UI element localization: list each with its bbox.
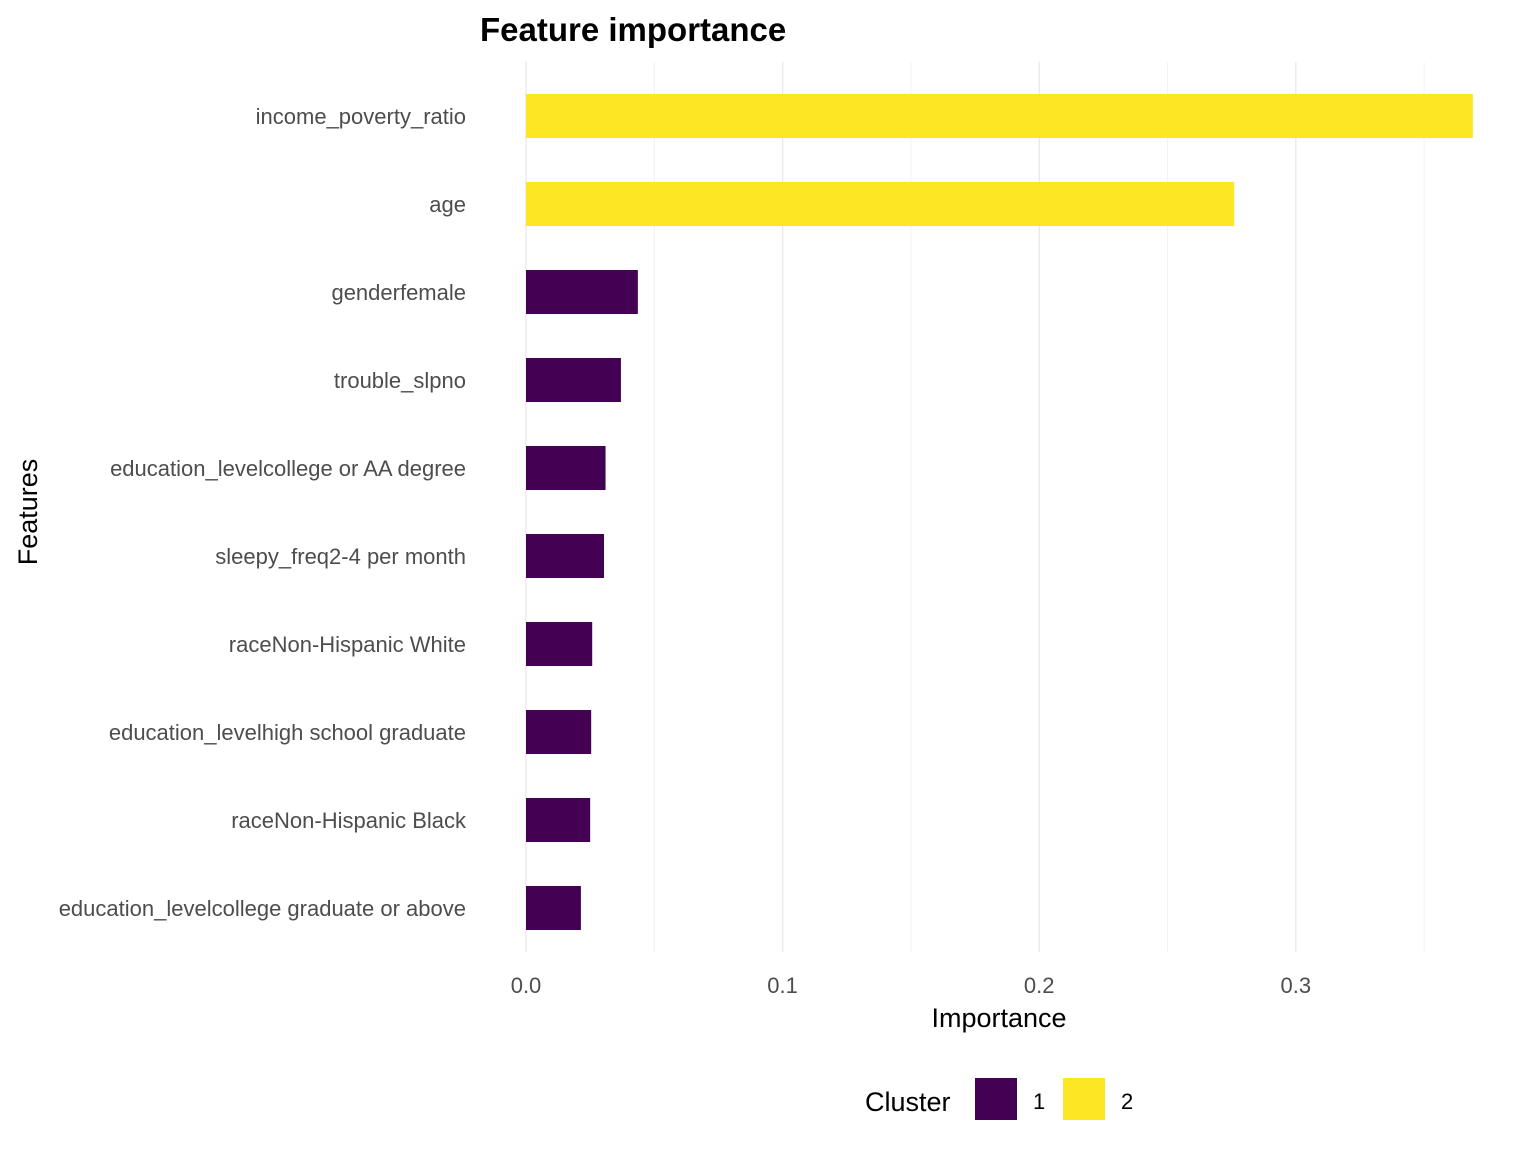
x-tick-label: 0.3 <box>1281 973 1312 998</box>
legend-label-2: 2 <box>1121 1089 1133 1114</box>
bar <box>526 622 593 666</box>
y-tick-label: education_levelcollege or AA degree <box>110 456 466 481</box>
bar <box>526 270 638 314</box>
y-tick-label: trouble_slpno <box>334 368 466 393</box>
bar <box>526 710 592 754</box>
y-tick-label: genderfemale <box>331 280 466 305</box>
bar <box>526 358 621 402</box>
legend-swatch-1 <box>975 1078 1017 1120</box>
chart-title: Feature importance <box>480 11 786 48</box>
x-tick-label: 0.1 <box>767 973 798 998</box>
x-tick-labels: 0.0 0.1 0.2 0.3 <box>511 973 1311 998</box>
y-tick-label: education_levelhigh school graduate <box>109 720 466 745</box>
bar <box>526 534 605 578</box>
bar <box>526 886 581 930</box>
bar <box>526 94 1473 138</box>
x-tick-label: 0.0 <box>511 973 542 998</box>
y-tick-label: education_levelcollege graduate or above <box>59 896 466 921</box>
y-tick-label: age <box>429 192 466 217</box>
x-tick-label: 0.2 <box>1024 973 1055 998</box>
y-axis-title: Features <box>13 459 43 566</box>
y-tick-label: income_poverty_ratio <box>256 104 466 129</box>
x-axis-title: Importance <box>931 1003 1066 1033</box>
bar <box>526 798 591 842</box>
y-tick-label: raceNon-Hispanic White <box>229 632 466 657</box>
y-tick-label: raceNon-Hispanic Black <box>231 808 467 833</box>
legend: Cluster 1 2 <box>865 1078 1133 1120</box>
legend-swatch-2 <box>1063 1078 1105 1120</box>
bar <box>526 446 606 490</box>
legend-label-1: 1 <box>1033 1089 1045 1114</box>
bar <box>526 182 1235 226</box>
y-tick-label: sleepy_freq2-4 per month <box>215 544 466 569</box>
legend-title: Cluster <box>865 1087 951 1117</box>
bars-group <box>526 94 1473 930</box>
